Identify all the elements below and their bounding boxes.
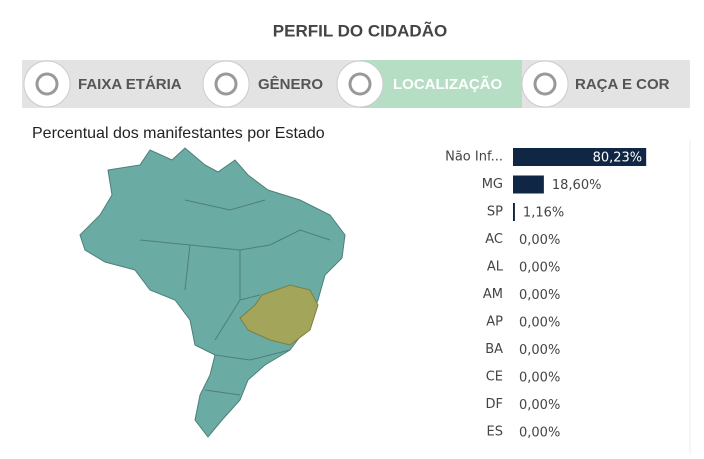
bar: [513, 148, 647, 166]
bar: [513, 175, 544, 194]
category-label: DF: [486, 397, 504, 412]
page-title: PERFIL DO CIDADÃO: [273, 20, 447, 40]
value-label: 0,00%: [519, 261, 560, 276]
tab-icon-glyph: [348, 72, 372, 96]
category-label: BA: [485, 342, 503, 357]
tab-icon: [336, 60, 384, 108]
value-label: 18,60%: [552, 178, 602, 193]
tab-icon-glyph: [35, 72, 59, 96]
map-title: Percentual dos manifestantes por Estado: [32, 125, 325, 142]
value-label: 0,00%: [519, 343, 560, 358]
category-label: AM: [483, 287, 503, 302]
state-borders: [139, 199, 331, 396]
country-shape: [79, 147, 346, 438]
tab-label[interactable]: GÊNERO: [258, 75, 323, 93]
value-label: 1,16%: [523, 206, 564, 221]
map: [79, 147, 346, 438]
bar: [513, 203, 515, 221]
state-mg: [239, 284, 319, 346]
value-label: 0,00%: [519, 288, 560, 303]
tab-label[interactable]: FAIXA ETÁRIA: [78, 76, 182, 93]
category-label: AP: [486, 315, 503, 330]
tab-icon: [521, 60, 569, 108]
category-label: AC: [485, 232, 503, 247]
tab-icon: [202, 60, 250, 108]
tab-active-bg: [360, 60, 522, 108]
value-label: 0,00%: [519, 398, 560, 413]
category-label: ES: [487, 425, 503, 440]
category-label: CE: [486, 370, 503, 385]
value-label: 80,23%: [593, 151, 643, 166]
value-label: 0,00%: [519, 233, 560, 248]
tab-icon-glyph: [214, 72, 238, 96]
tab-label[interactable]: RAÇA E COR: [575, 76, 670, 93]
value-label: 0,00%: [519, 316, 560, 331]
tab-icon: [23, 60, 71, 108]
tab-icon-glyph: [533, 72, 557, 96]
value-label: 0,00%: [519, 426, 560, 441]
tab-label[interactable]: LOCALIZAÇÃO: [393, 75, 502, 93]
category-label: Não Inf...: [445, 150, 503, 165]
value-label: 0,00%: [519, 371, 560, 386]
category-label: AL: [487, 260, 504, 275]
category-label: SP: [487, 205, 503, 220]
category-label: MG: [482, 177, 503, 192]
